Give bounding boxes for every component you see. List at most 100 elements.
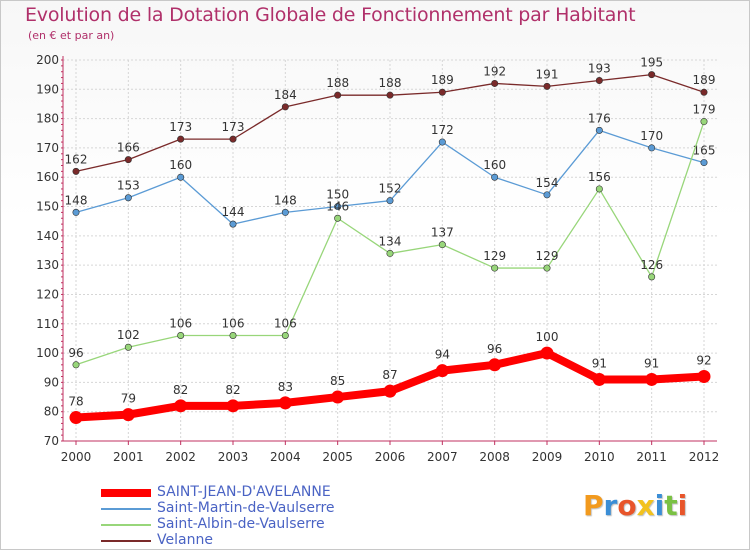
data-point-saint-jean-d-avelanne: [697, 370, 711, 384]
x-tick-label: 2012: [689, 450, 720, 464]
data-label-velanne: 189: [431, 73, 454, 87]
data-label-saint-martin-de-vaulserre: 160: [483, 158, 506, 172]
data-point-velanne: [491, 79, 499, 87]
data-point-velanne: [438, 88, 446, 96]
data-label-velanne: 193: [588, 62, 611, 76]
data-label-saint-albin-de-vaulserre: 106: [222, 316, 245, 330]
data-point-saint-albin-de-vaulserre: [177, 331, 185, 339]
data-label-velanne: 189: [693, 73, 716, 87]
y-tick-label: 80: [44, 405, 59, 419]
data-point-saint-martin-de-vaulserre: [648, 144, 656, 152]
data-label-velanne: 191: [536, 67, 559, 81]
data-label-velanne: 188: [379, 76, 402, 90]
data-point-velanne: [543, 82, 551, 90]
data-label-saint-martin-de-vaulserre: 152: [379, 182, 402, 196]
y-tick-label: 70: [44, 434, 59, 448]
data-label-saint-albin-de-vaulserre: 96: [68, 346, 83, 360]
data-point-saint-martin-de-vaulserre: [124, 194, 132, 202]
x-tick-label: 2011: [636, 450, 667, 464]
data-point-saint-albin-de-vaulserre: [229, 331, 237, 339]
x-tick-label: 2001: [113, 450, 144, 464]
data-point-velanne: [124, 156, 132, 164]
chart-subtitle: (en € et par an): [28, 29, 115, 42]
data-label-saint-albin-de-vaulserre: 134: [379, 234, 402, 248]
data-label-saint-martin-de-vaulserre: 153: [117, 179, 140, 193]
data-point-saint-martin-de-vaulserre: [595, 126, 603, 134]
legend-swatch: [101, 540, 151, 542]
data-label-velanne: 192: [483, 64, 506, 78]
x-tick-label: 2007: [427, 450, 458, 464]
data-point-saint-jean-d-avelanne: [488, 358, 502, 372]
data-point-saint-jean-d-avelanne: [435, 364, 449, 378]
y-tick-label: 170: [36, 141, 59, 155]
data-point-saint-albin-de-vaulserre: [386, 249, 394, 257]
data-label-saint-jean-d-avelanne: 83: [278, 380, 293, 394]
data-point-saint-martin-de-vaulserre: [438, 138, 446, 146]
data-label-velanne: 166: [117, 141, 140, 155]
data-label-saint-martin-de-vaulserre: 148: [65, 193, 88, 207]
data-label-saint-albin-de-vaulserre: 126: [640, 258, 663, 272]
data-label-saint-jean-d-avelanne: 82: [225, 383, 240, 397]
data-point-saint-albin-de-vaulserre: [700, 118, 708, 126]
data-label-saint-albin-de-vaulserre: 129: [536, 249, 559, 263]
y-tick-label: 100: [36, 346, 59, 360]
data-point-velanne: [648, 71, 656, 79]
legend-label: Velanne: [157, 532, 213, 548]
data-label-saint-jean-d-avelanne: 82: [173, 383, 188, 397]
data-point-saint-albin-de-vaulserre: [72, 361, 80, 369]
data-point-saint-albin-de-vaulserre: [124, 343, 132, 351]
y-tick-label: 160: [36, 170, 59, 184]
data-label-saint-martin-de-vaulserre: 148: [274, 193, 297, 207]
data-label-saint-albin-de-vaulserre: 156: [588, 170, 611, 184]
data-label-saint-martin-de-vaulserre: 144: [222, 205, 245, 219]
data-label-saint-jean-d-avelanne: 78: [68, 395, 83, 409]
data-point-saint-jean-d-avelanne: [645, 372, 659, 386]
x-tick-label: 2006: [375, 450, 406, 464]
data-point-saint-albin-de-vaulserre: [648, 273, 656, 281]
data-label-saint-jean-d-avelanne: 94: [435, 348, 450, 362]
data-label-saint-jean-d-avelanne: 85: [330, 374, 345, 388]
data-point-saint-jean-d-avelanne: [121, 408, 135, 422]
data-point-saint-albin-de-vaulserre: [334, 214, 342, 222]
x-tick-label: 2003: [218, 450, 249, 464]
data-label-saint-martin-de-vaulserre: 165: [693, 144, 716, 158]
legend-swatch: [101, 508, 151, 510]
data-point-saint-martin-de-vaulserre: [72, 208, 80, 216]
y-tick-label: 190: [36, 82, 59, 96]
data-label-saint-jean-d-avelanne: 96: [487, 342, 502, 356]
data-label-saint-jean-d-avelanne: 100: [536, 330, 559, 344]
data-label-saint-albin-de-vaulserre: 102: [117, 328, 140, 342]
x-tick-label: 2004: [270, 450, 301, 464]
data-label-velanne: 188: [326, 76, 349, 90]
data-label-saint-martin-de-vaulserre: 172: [431, 123, 454, 137]
x-tick-label: 2000: [61, 450, 92, 464]
data-label-saint-jean-d-avelanne: 92: [696, 354, 711, 368]
legend-swatch: [101, 489, 151, 497]
data-point-velanne: [229, 135, 237, 143]
data-label-saint-albin-de-vaulserre: 137: [431, 226, 454, 240]
data-label-velanne: 173: [222, 120, 245, 134]
proxiti-logo: Proxiti: [583, 489, 688, 522]
data-label-saint-albin-de-vaulserre: 179: [693, 103, 716, 117]
legend-swatch: [101, 524, 151, 526]
x-tick-label: 2002: [165, 450, 196, 464]
data-point-saint-albin-de-vaulserre: [491, 264, 499, 272]
data-point-saint-martin-de-vaulserre: [229, 220, 237, 228]
data-point-velanne: [700, 88, 708, 96]
x-tick-label: 2008: [479, 450, 510, 464]
data-point-velanne: [177, 135, 185, 143]
y-tick-label: 140: [36, 229, 59, 243]
data-point-saint-martin-de-vaulserre: [491, 173, 499, 181]
data-point-saint-jean-d-avelanne: [69, 411, 83, 425]
data-label-saint-martin-de-vaulserre: 154: [536, 176, 559, 190]
data-label-saint-martin-de-vaulserre: 176: [588, 111, 611, 125]
data-label-saint-martin-de-vaulserre: 160: [169, 158, 192, 172]
data-label-saint-jean-d-avelanne: 91: [644, 356, 659, 370]
data-point-saint-albin-de-vaulserre: [281, 331, 289, 339]
y-tick-label: 120: [36, 287, 59, 301]
data-label-velanne: 162: [65, 152, 88, 166]
x-tick-label: 2010: [584, 450, 615, 464]
data-label-saint-jean-d-avelanne: 79: [121, 392, 136, 406]
legend-label: Saint-Martin-de-Vaulserre: [157, 500, 335, 516]
